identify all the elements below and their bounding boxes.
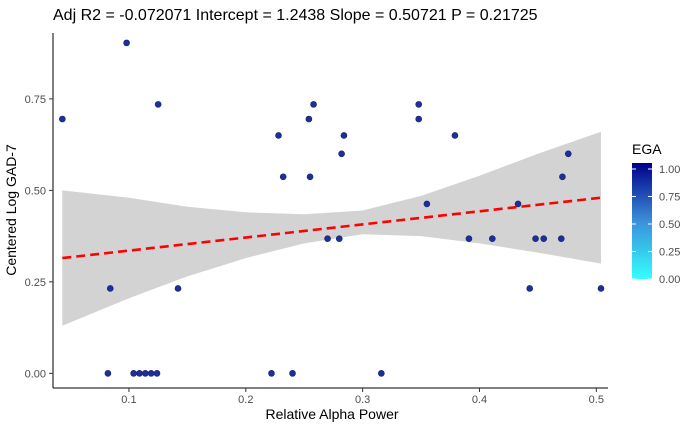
data-point <box>310 101 317 108</box>
data-point <box>415 101 423 108</box>
data-point <box>305 115 313 123</box>
data-point <box>153 370 161 377</box>
legend-tick-label: 0.50 <box>659 219 680 231</box>
data-point <box>559 173 566 181</box>
data-point <box>142 370 149 377</box>
data-point <box>147 370 155 377</box>
data-point <box>123 39 130 47</box>
data-point <box>268 370 275 377</box>
data-point <box>335 235 343 242</box>
legend-tick-label: 0.75 <box>659 192 680 204</box>
data-point <box>275 132 282 139</box>
data-point <box>289 370 296 377</box>
data-point <box>378 370 385 377</box>
y-tick-label: 0.75 <box>25 94 46 106</box>
y-tick-label: 0.25 <box>25 277 46 289</box>
data-point <box>489 235 496 242</box>
data-point <box>306 173 314 181</box>
data-point <box>557 235 565 242</box>
data-point <box>279 173 287 181</box>
legend-tick-label: 0.25 <box>659 247 680 259</box>
data-point <box>340 132 348 139</box>
x-tick-label: 0.3 <box>355 394 370 406</box>
y-tick-label: 0.00 <box>25 368 46 380</box>
x-axis-label: Relative Alpha Power <box>265 406 398 422</box>
data-point <box>338 150 345 158</box>
data-point <box>130 370 137 377</box>
legend-tick-label: 0.00 <box>659 274 680 286</box>
data-point <box>451 132 459 139</box>
data-point <box>136 370 143 377</box>
chart-title: Adj R2 = -0.072071 Intercept = 1.2438 Sl… <box>53 7 538 24</box>
legend: EGA 1.00 0.75 0.50 0.25 0.00 <box>632 141 680 286</box>
x-tick-label: 0.4 <box>472 394 487 406</box>
data-point <box>106 285 114 292</box>
data-point <box>514 200 522 208</box>
data-point <box>415 115 423 123</box>
y-axis-label: Centered Log GAD-7 <box>3 144 19 276</box>
legend-title: EGA <box>632 141 662 157</box>
legend-tick-label: 1.00 <box>659 164 680 176</box>
x-tick-label: 0.1 <box>121 394 136 406</box>
data-point <box>597 285 605 292</box>
data-point <box>154 101 162 108</box>
data-point <box>104 370 112 377</box>
data-point <box>532 235 539 242</box>
data-point <box>324 235 331 242</box>
data-point <box>174 285 182 292</box>
data-point <box>465 235 473 242</box>
x-tick-label: 0.5 <box>589 394 604 406</box>
data-point <box>423 200 431 208</box>
data-point <box>564 150 572 158</box>
data-point <box>59 115 66 123</box>
regression-line <box>62 196 602 260</box>
data-point <box>540 235 548 242</box>
y-tick-label: 0.50 <box>25 185 46 197</box>
data-point <box>526 285 534 292</box>
legend-colorbar <box>632 163 652 279</box>
x-tick-label: 0.2 <box>238 394 253 406</box>
